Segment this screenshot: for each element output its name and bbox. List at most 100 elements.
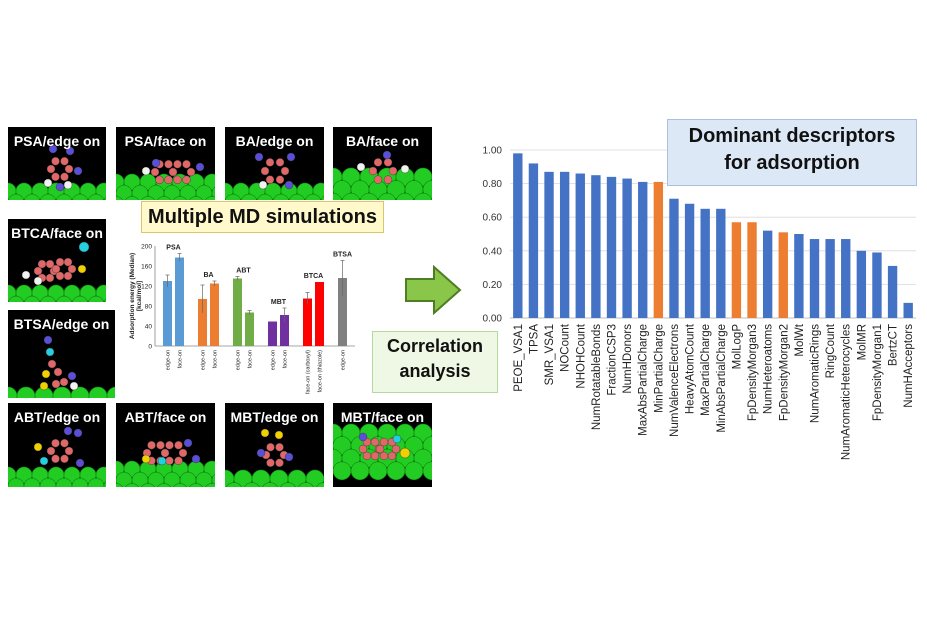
surface-atom xyxy=(172,196,188,200)
molecule-atom xyxy=(275,458,284,467)
molecule-atom xyxy=(191,454,201,464)
x-tick-label: PEOE_VSA1 xyxy=(513,324,525,392)
molecule-atom xyxy=(39,456,49,466)
molecule-atom xyxy=(164,160,173,169)
multiple-md-simulations-box: Multiple MD simulations xyxy=(141,201,384,233)
molecule-atom xyxy=(60,172,69,181)
molecule-atom xyxy=(64,446,74,456)
snapshot-mbt-face-on: MBT/face on xyxy=(333,403,432,487)
molecule-atom xyxy=(45,259,55,269)
molecule-atom xyxy=(275,175,285,184)
surface-atom xyxy=(88,386,108,398)
x-tick-label: NumHDonors xyxy=(622,324,634,394)
bar-fpdensitymorgan1 xyxy=(872,252,882,318)
bar-btca xyxy=(303,298,312,346)
molecule-atom xyxy=(63,180,73,190)
bar-molwt xyxy=(794,234,804,318)
abt-edge-on-render xyxy=(8,426,106,487)
molecule-atom xyxy=(73,428,83,438)
bar-nocount xyxy=(559,171,570,318)
molecule-atom xyxy=(33,442,43,452)
x-tick-label: FpDensityMorgan2 xyxy=(778,324,790,421)
x-tick-label: RingCount xyxy=(825,323,837,378)
molecule-atom xyxy=(64,164,74,174)
molecule-atom xyxy=(78,241,90,253)
psa-edge-on-render xyxy=(8,144,106,200)
surface-atom xyxy=(8,295,25,302)
molecule-atom xyxy=(21,270,31,280)
surface-atom xyxy=(140,196,156,200)
dominant-line-2: for adsorption xyxy=(724,152,860,174)
md-box-text: Multiple MD simulations xyxy=(148,206,377,228)
ba-edge-on-render xyxy=(225,152,324,200)
tile-label: MBT/face on xyxy=(340,409,425,425)
x-tick-label: NumHAcceptors xyxy=(903,324,915,408)
molecule-atom xyxy=(55,257,65,267)
surface-atom xyxy=(140,483,156,487)
molecule-atom xyxy=(284,180,294,190)
molecule-atom xyxy=(182,160,191,169)
surface-atom xyxy=(103,298,106,302)
surface-atom xyxy=(413,192,432,200)
molecule-atom xyxy=(373,158,383,167)
molecule-atom xyxy=(151,158,161,168)
molecule-atom xyxy=(275,158,285,167)
surface-atom xyxy=(87,193,105,200)
x-tick-label: MolWt xyxy=(794,323,806,356)
bar-fpdensitymorgan2 xyxy=(778,232,788,318)
surface-atom xyxy=(55,193,73,200)
tile-label: BA/face on xyxy=(345,133,420,149)
molecule-atom xyxy=(48,144,58,154)
tile-label: PSA/face on xyxy=(124,133,207,149)
snapshot-abt-edge-on: ABT/edge on xyxy=(8,403,106,487)
molecule-atom xyxy=(178,448,188,458)
surface-atom xyxy=(341,192,361,200)
mbt-edge-on-render xyxy=(225,428,324,487)
ba-face-on-render xyxy=(333,150,432,200)
surface-atom xyxy=(225,482,243,487)
x-tick-label: face-on xyxy=(283,350,289,368)
surface-atom xyxy=(320,195,324,200)
molecule-atom xyxy=(254,152,264,162)
molecule-atom xyxy=(358,444,368,454)
molecule-atom xyxy=(358,432,368,442)
x-tick-label: edge-on xyxy=(271,350,277,370)
surface-atom xyxy=(116,483,124,487)
molecule-atom xyxy=(370,437,380,447)
molecule-atom xyxy=(383,158,393,167)
molecule-atom xyxy=(265,158,275,167)
x-tick-label: BertzCT xyxy=(888,324,900,366)
surface-atom xyxy=(71,295,89,302)
molecule-atom xyxy=(174,456,183,465)
group-label: BTSA xyxy=(333,252,352,259)
y-tick-label: 1.00 xyxy=(483,146,503,157)
x-tick-label: face-on (thiazole) xyxy=(318,350,324,393)
y-tick-label: 120 xyxy=(141,284,152,291)
dominant-descriptors-box: Dominant descriptors for adsorption xyxy=(667,119,917,186)
molecule-atom xyxy=(382,150,392,160)
btca-face-on-render xyxy=(8,241,106,302)
snapshot-ba-edge-on: BA/edge on xyxy=(225,127,324,200)
bar-abt xyxy=(233,278,242,346)
molecule-atom xyxy=(373,175,383,184)
bar-minabspartialcharge xyxy=(716,208,726,318)
molecule-atom xyxy=(60,157,69,166)
molecule-atom xyxy=(173,160,182,169)
x-tick-label: face-on xyxy=(178,350,184,368)
y-tick-label: 200 xyxy=(141,244,152,251)
bar-numaromaticheterocycles xyxy=(841,239,851,318)
bar-fpdensitymorgan3 xyxy=(747,222,757,318)
surface-atom xyxy=(350,461,370,481)
molecule-atom xyxy=(256,448,266,458)
molecule-atom xyxy=(43,178,53,188)
molecule-atom xyxy=(362,451,372,461)
x-tick-label: face-on (carboxyl) xyxy=(306,350,312,394)
bar-bertzct xyxy=(887,265,898,318)
bar-psa xyxy=(175,257,184,346)
bar-mbt xyxy=(280,315,289,346)
molecule-atom xyxy=(41,369,51,379)
surface-atom xyxy=(39,193,57,200)
surface-atom xyxy=(124,196,140,200)
x-tick-label: NOCount xyxy=(560,323,572,372)
molecule-atom xyxy=(63,271,73,281)
